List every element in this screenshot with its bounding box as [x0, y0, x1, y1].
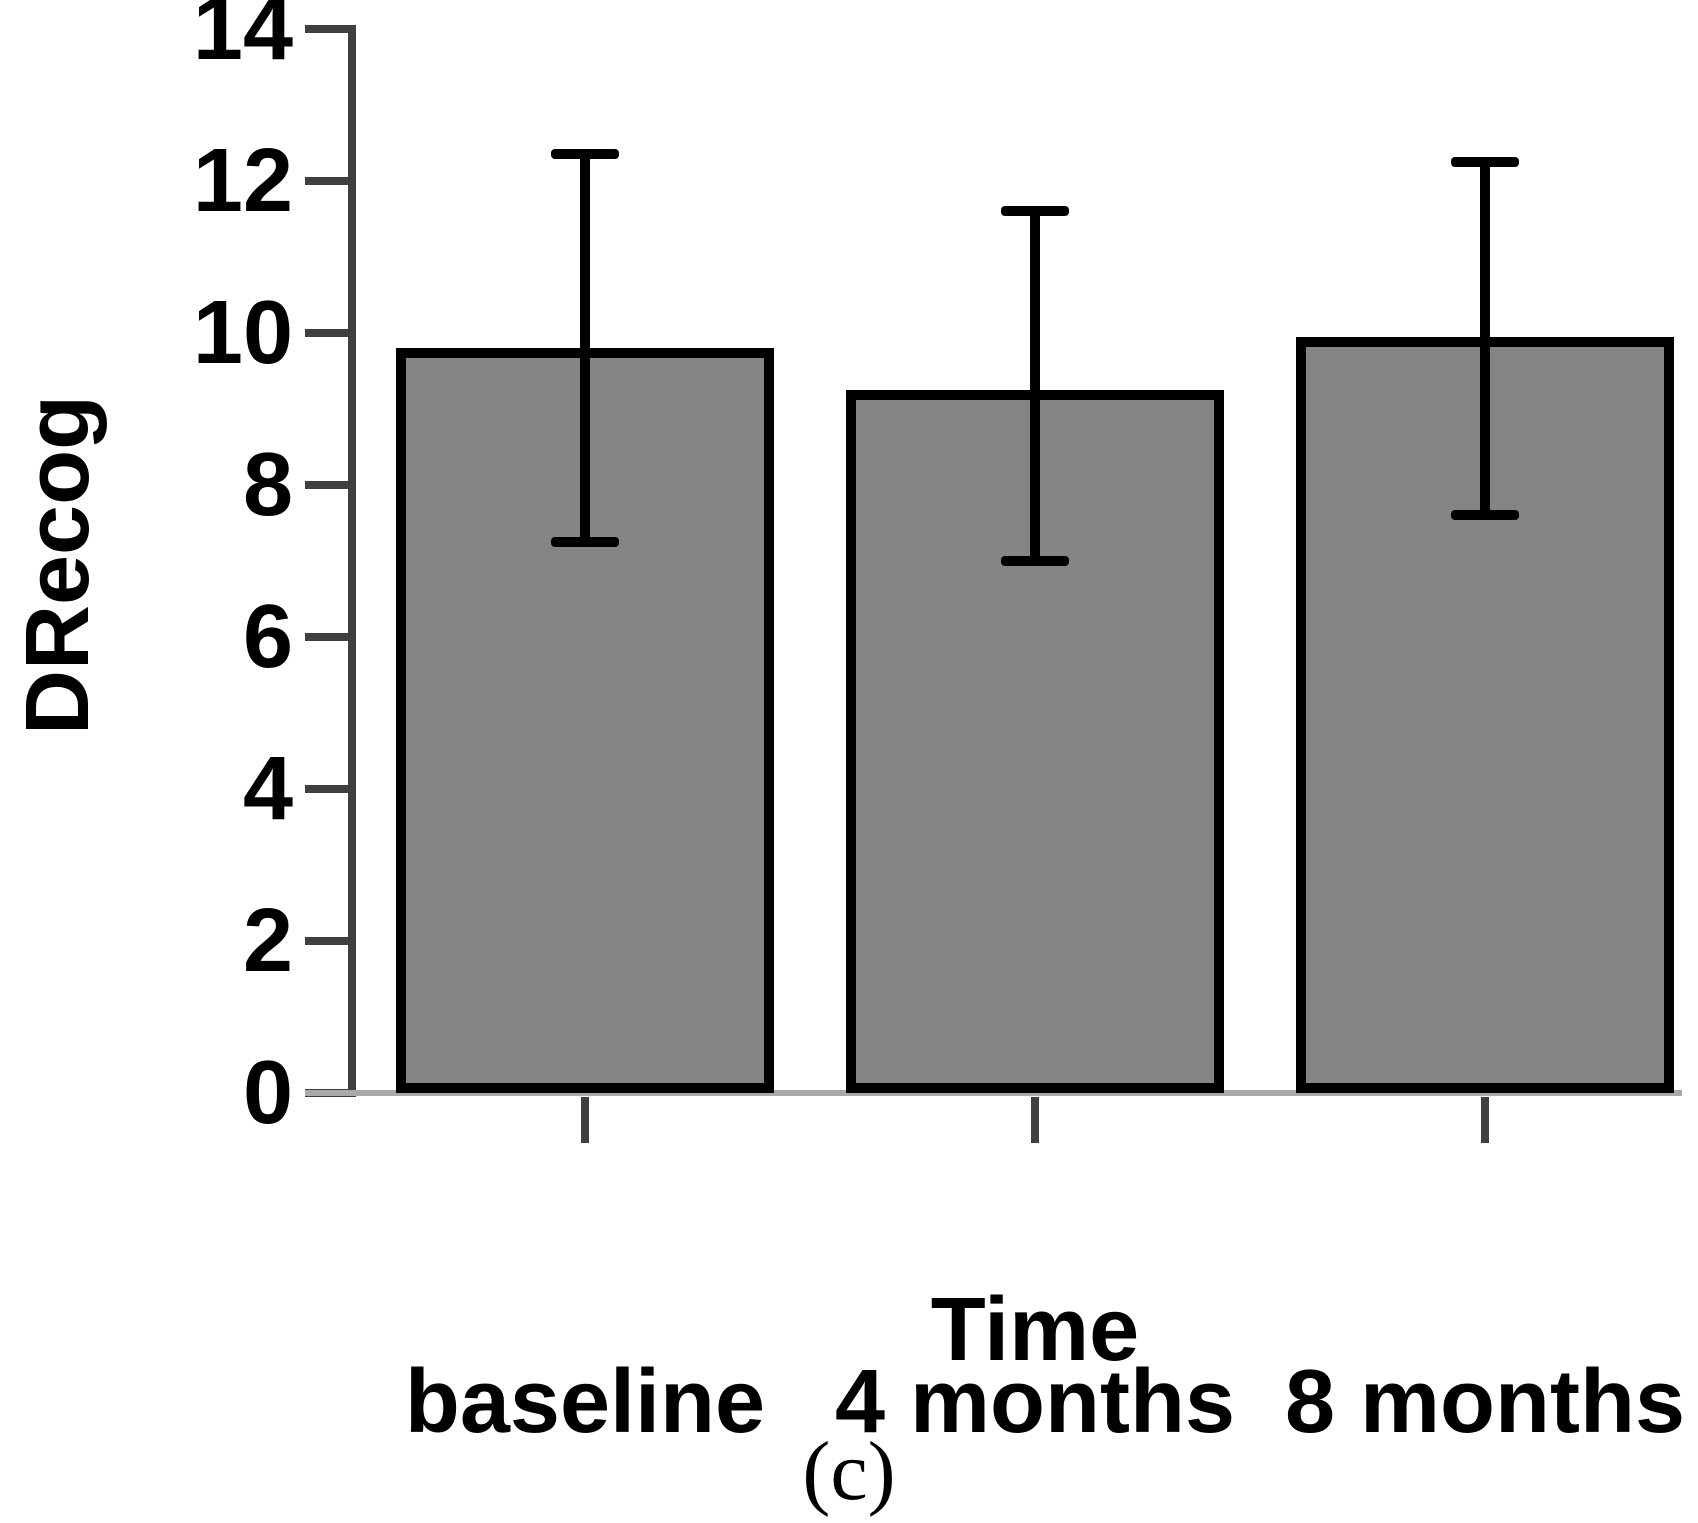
y-tick-label: 2: [242, 891, 293, 991]
y-tick: [305, 633, 348, 641]
x-tick: [1481, 1097, 1489, 1143]
error-bar-line: [580, 154, 590, 542]
x-tick: [1031, 1097, 1039, 1143]
x-category-label: baseline: [404, 1352, 766, 1452]
error-bar-cap-top: [1001, 206, 1069, 217]
y-tick-label: 8: [242, 435, 293, 535]
error-bar-line: [1030, 211, 1040, 561]
y-tick-label: 14: [192, 0, 293, 79]
y-tick: [305, 785, 348, 793]
y-tick-label: 4: [242, 739, 293, 839]
y-tick: [305, 481, 348, 489]
x-category-label: 4 months: [834, 1352, 1236, 1452]
figure-caption: (c): [802, 1425, 896, 1518]
x-tick: [581, 1097, 589, 1143]
y-tick-label: 0: [242, 1043, 293, 1143]
error-bar-cap-top: [1451, 157, 1519, 167]
x-category-label: 8 months: [1284, 1352, 1686, 1452]
y-tick-label: 6: [242, 587, 293, 687]
y-tick: [305, 177, 348, 185]
y-tick-label: 12: [192, 131, 293, 231]
error-bar-cap-bottom: [551, 537, 619, 547]
y-tick: [305, 25, 348, 33]
y-tick-label: 10: [192, 283, 293, 383]
y-tick: [305, 937, 348, 945]
y-tick: [305, 329, 348, 337]
error-bar-cap-top: [551, 149, 619, 160]
error-bar-line: [1480, 162, 1490, 516]
baseline-line: [305, 1090, 1682, 1096]
x-axis-title: Time: [930, 1280, 1140, 1380]
error-bar-cap-bottom: [1451, 510, 1519, 521]
y-axis-line: [348, 25, 356, 1097]
error-bar-cap-bottom: [1001, 556, 1069, 566]
